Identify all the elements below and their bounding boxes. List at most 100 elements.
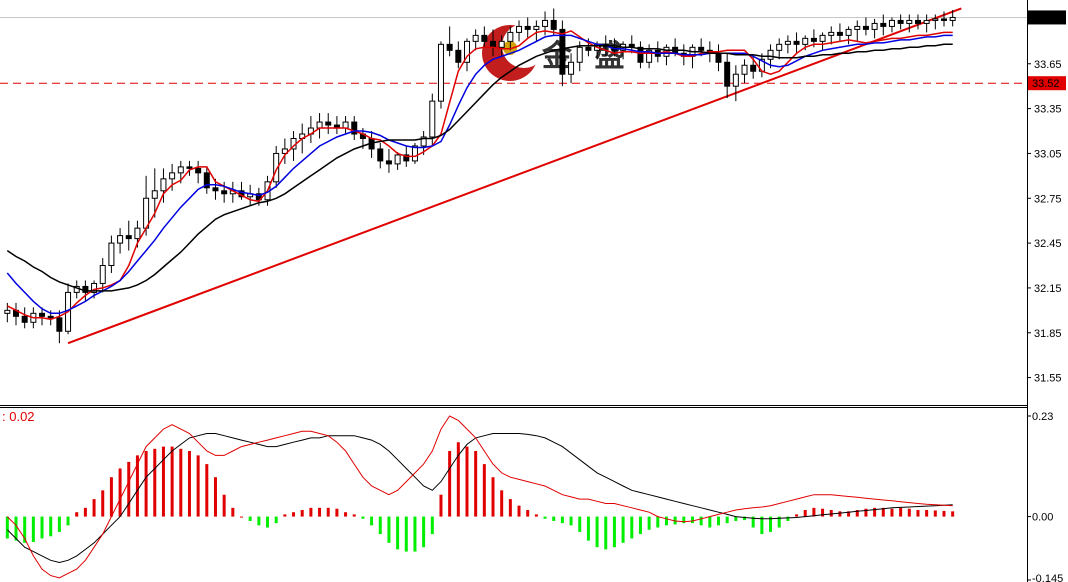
macd-histogram-bar [153,448,157,517]
macd-histogram-bar [586,516,590,541]
macd-histogram-bar [569,516,573,526]
candle [160,168,167,203]
current-price-label: 33.96 [1032,12,1060,24]
macd-histogram-bar [23,516,27,543]
macd-histogram-bar [612,516,616,548]
macd-histogram-bar [404,516,408,552]
macd-histogram-bar [83,507,87,517]
macd-histogram-bar [638,516,642,535]
candle-body [281,148,288,154]
macd-histogram-bar [231,507,235,517]
macd-histogram-bar [942,510,946,517]
candle-body [203,172,210,189]
candle-body [134,227,141,240]
macd-histogram-bar [31,516,35,542]
candle [550,8,557,36]
macd-histogram-bar [890,508,894,517]
candle [463,38,470,72]
candle-body [914,19,921,24]
macd-histogram-bar [283,514,287,517]
macd-histogram-bar [335,508,339,517]
macd-histogram-bar [430,516,434,535]
ma-slow-line [6,43,953,292]
candle [420,131,427,155]
candle-body [177,166,184,174]
candle-body [854,25,861,30]
candle [186,160,193,176]
candle-body [316,121,323,129]
macd-histogram-bar [387,516,391,543]
candle-body [325,121,332,126]
candle-body [463,40,470,63]
candle [880,14,887,36]
candle [524,17,531,39]
candle-body [810,37,817,42]
candle-body [828,31,835,36]
candle-body [377,148,384,162]
candle-body [21,315,28,323]
candle [568,53,575,84]
macd-histogram-bar [664,516,668,526]
macd-histogram-bar [170,446,174,517]
macd-histogram-bar [803,510,807,517]
macd-histogram-bar [5,516,9,539]
candle [385,148,392,173]
macd-histogram-bar [508,499,512,517]
macd-histogram-bar [309,507,313,517]
candle-body [784,40,791,45]
candle-body [117,235,124,244]
macd-histogram-bar [109,477,113,517]
candle [836,23,843,42]
macd-histogram-bar [864,508,868,517]
candle-body [576,46,583,63]
macd-histogram-bar [370,516,374,526]
macd-histogram-bar [318,507,322,517]
candle [949,9,956,27]
macd-histogram-bar [361,516,365,519]
macd-histogram-bar [786,516,790,521]
candle [273,145,280,188]
candle [117,228,124,254]
candle [923,14,930,33]
candle-body [342,121,349,129]
price-tick-label: 33.05 [1034,148,1062,160]
macd-histogram-bar [699,516,703,526]
candle-body [550,19,557,30]
candle [732,65,739,102]
macd-histogram-bar [881,507,885,517]
candle-body [108,242,115,267]
candle-body [39,312,46,317]
macd-tick-label: -0.145 [1032,573,1063,582]
macd-histogram-bar [292,512,296,517]
candle [559,20,566,87]
candle [507,26,514,51]
macd-panel [5,415,955,579]
macd-histogram-bar [899,507,903,517]
candle-body [524,25,531,30]
candle [351,116,358,140]
candle [411,142,418,164]
macd-histogram-bar [916,510,920,517]
candle [724,53,731,99]
candle-body [455,49,462,63]
macd-histogram-bar [274,516,278,524]
macd-histogram-bar [517,505,521,517]
candle-body [880,22,887,27]
candle [437,41,444,109]
candle-body [871,22,878,30]
macd-histogram-bar [725,516,729,524]
candle [533,20,540,42]
macd-histogram-bar [75,512,79,517]
macd-histogram-bar [118,468,122,517]
candle [281,138,288,164]
candle-body [91,282,98,293]
candle [21,307,28,329]
candle-body [169,172,176,180]
macd-axis: 0.23 0.00 -0.145 [1027,411,1063,582]
candle-body [498,40,505,48]
candle-body [99,265,106,284]
candle-body [932,18,939,21]
ma-fast-line [6,30,953,321]
candle [429,93,436,146]
